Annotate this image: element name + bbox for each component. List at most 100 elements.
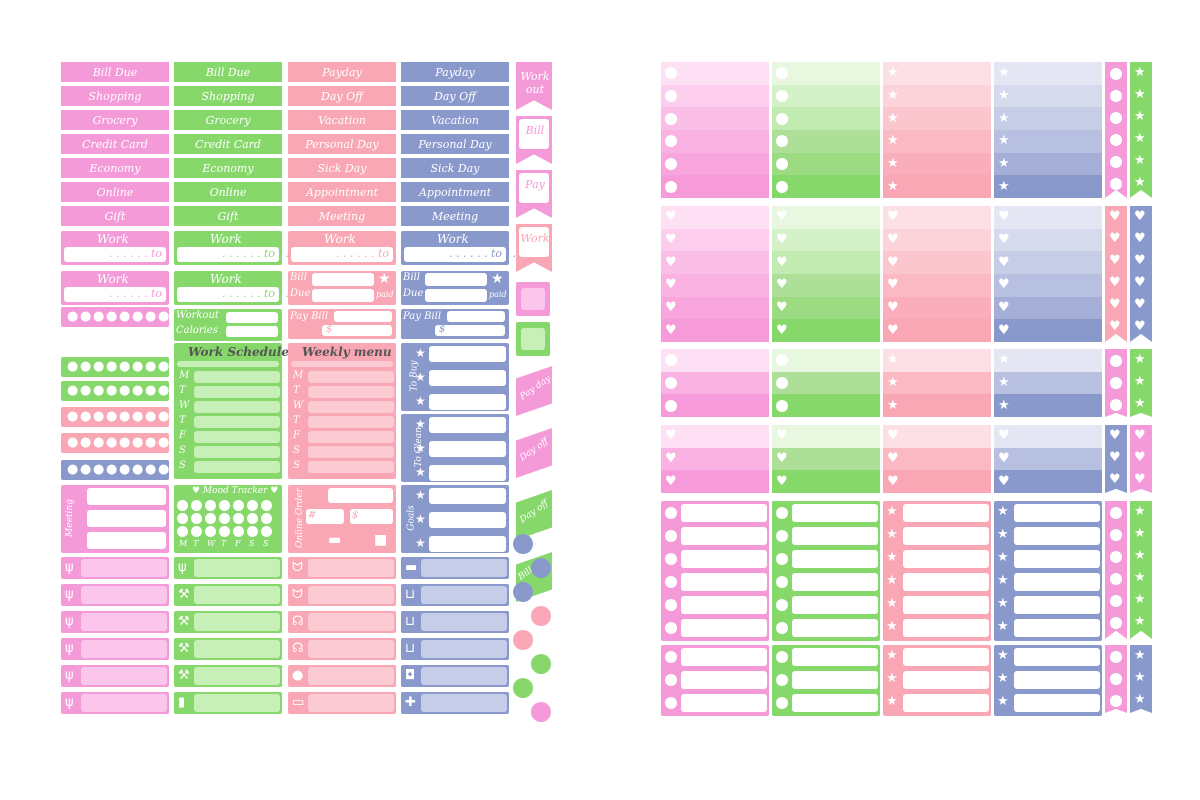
mood-circle <box>247 513 258 524</box>
water-drop-icon: ● <box>145 462 157 477</box>
star-icon: ★ <box>886 527 898 542</box>
gradient-row <box>661 349 769 372</box>
dot-sticker <box>513 630 533 650</box>
water-drop-icon: ● <box>93 383 105 398</box>
gradient-row: ♥ <box>772 251 880 274</box>
list-field <box>429 512 506 528</box>
mood-circle <box>233 526 244 537</box>
day-letter: S <box>293 460 300 471</box>
gradient-row: ♥ <box>994 319 1102 342</box>
water-drop-icon: ● <box>106 409 118 424</box>
star-icon: ★ <box>998 65 1010 81</box>
water-drop-icon: ● <box>93 462 105 477</box>
circle-icon <box>1110 178 1122 190</box>
work-box-title: Work <box>97 272 129 286</box>
gradient-checklist-sticker: ★ ★ ★ ★ ★ ★ <box>994 62 1102 198</box>
label-sticker: Personal Day <box>401 134 509 154</box>
icon-row-sticker: ◘ <box>401 665 509 687</box>
circle-icon <box>776 530 788 542</box>
weekly-menu: Weekly menu M T W T F S S <box>288 343 396 479</box>
day-field <box>308 386 394 398</box>
label-sticker: Economy <box>61 158 169 178</box>
water-drop-icon: ● <box>158 462 170 477</box>
circle-icon <box>665 651 677 663</box>
star-icon: ★ <box>1134 692 1146 707</box>
heart-icon: ♥ <box>776 473 788 489</box>
checklist-field <box>1014 694 1100 712</box>
water-drop-icon: ● <box>119 383 131 398</box>
gradient-checklist-sticker: ★ ★ ★ ★ ★ ★ <box>883 62 991 198</box>
day-letter: S <box>179 460 186 471</box>
day-letter: T <box>179 415 186 426</box>
star-icon: ★ <box>1134 648 1146 663</box>
side-strip-sticker <box>1105 62 1127 198</box>
heart-icon: ♥ <box>665 277 677 293</box>
checklist-field <box>1014 527 1100 545</box>
gradient-row: ★ <box>994 371 1102 395</box>
side-strip-sticker: ★ ★ ★ ★ ★ ★ <box>1130 62 1152 198</box>
gradient-row: ★ <box>883 84 991 108</box>
car-icon: ▭ <box>292 695 305 710</box>
circle-icon <box>665 89 677 102</box>
mood-circle <box>233 500 244 511</box>
tooth-icon: ᗢ <box>292 560 303 575</box>
circle-icon <box>665 354 677 367</box>
gradient-row <box>661 175 769 198</box>
heart-icon: ♥ <box>776 299 788 315</box>
star-icon: ★ <box>997 504 1009 519</box>
gradient-checklist-sticker: ♥ ♥ ♥ ♥ ♥ ♥ <box>883 206 991 342</box>
currency-symbol: $ <box>439 324 446 335</box>
water-drop-icon: ● <box>106 359 118 374</box>
order-amount-field <box>350 509 393 524</box>
star-icon: ★ <box>415 441 426 455</box>
icon-row-field <box>421 640 507 658</box>
amount-field <box>322 325 392 336</box>
heart-icon: ♥ <box>1109 231 1121 246</box>
bill-label: Bill <box>403 272 420 283</box>
star-icon: ★ <box>886 504 898 519</box>
day-field <box>194 401 280 413</box>
gradient-checklist-sticker: ★ ★ ★ <box>883 349 991 417</box>
icon-row-sticker: ⊔ <box>401 584 509 606</box>
due-label: Due <box>290 288 311 299</box>
work-box-field <box>291 247 393 262</box>
slant-tab-sticker: Pay day <box>516 366 552 416</box>
star-icon: ★ <box>491 271 504 287</box>
bill-due-box: Bill Due ★ paid <box>401 271 509 305</box>
star-icon: ★ <box>887 178 899 194</box>
checklist-field <box>681 596 767 614</box>
gradient-row: ♥ <box>994 228 1102 252</box>
checklist-field <box>1014 619 1100 637</box>
gradient-row: ♥ <box>661 319 769 342</box>
mood-circle <box>191 500 202 511</box>
stethoscope-icon: ☊ <box>292 641 304 656</box>
circle-icon <box>1110 377 1122 389</box>
gradient-row: ♥ <box>661 274 769 297</box>
mood-circle <box>177 500 188 511</box>
circle-icon <box>776 354 788 367</box>
icon-row-field <box>308 559 394 577</box>
water-drop-icon: ● <box>132 462 144 477</box>
icon-row-field <box>308 694 394 712</box>
cart-icon: ⊔ <box>405 614 416 629</box>
label-sticker: Shopping <box>174 86 282 106</box>
checklist-field <box>1014 550 1100 568</box>
gradient-checklist-sticker: ♥ ♥ ♥ ♥ ♥ ♥ <box>772 206 880 342</box>
checklist-field <box>903 619 989 637</box>
paid-label: paid <box>489 290 507 299</box>
circle-icon <box>665 599 677 611</box>
water-drop-icon: ● <box>80 435 92 450</box>
checklist-field <box>1014 573 1100 591</box>
star-icon: ★ <box>1134 131 1146 146</box>
star-icon: ★ <box>887 87 899 103</box>
checklist-field <box>903 671 989 689</box>
water-drop-icon: ● <box>145 359 157 374</box>
star-icon: ★ <box>998 110 1010 126</box>
day-letter: W <box>293 400 304 411</box>
water-tracker-row: ● ● ● ● ● ● ● ● <box>61 357 169 377</box>
dot-sticker <box>531 654 551 674</box>
heart-icon: ♥ <box>665 299 677 315</box>
cup-icon: ◘ <box>405 668 416 683</box>
icon-row-field <box>81 559 167 577</box>
gradient-row <box>772 107 880 130</box>
